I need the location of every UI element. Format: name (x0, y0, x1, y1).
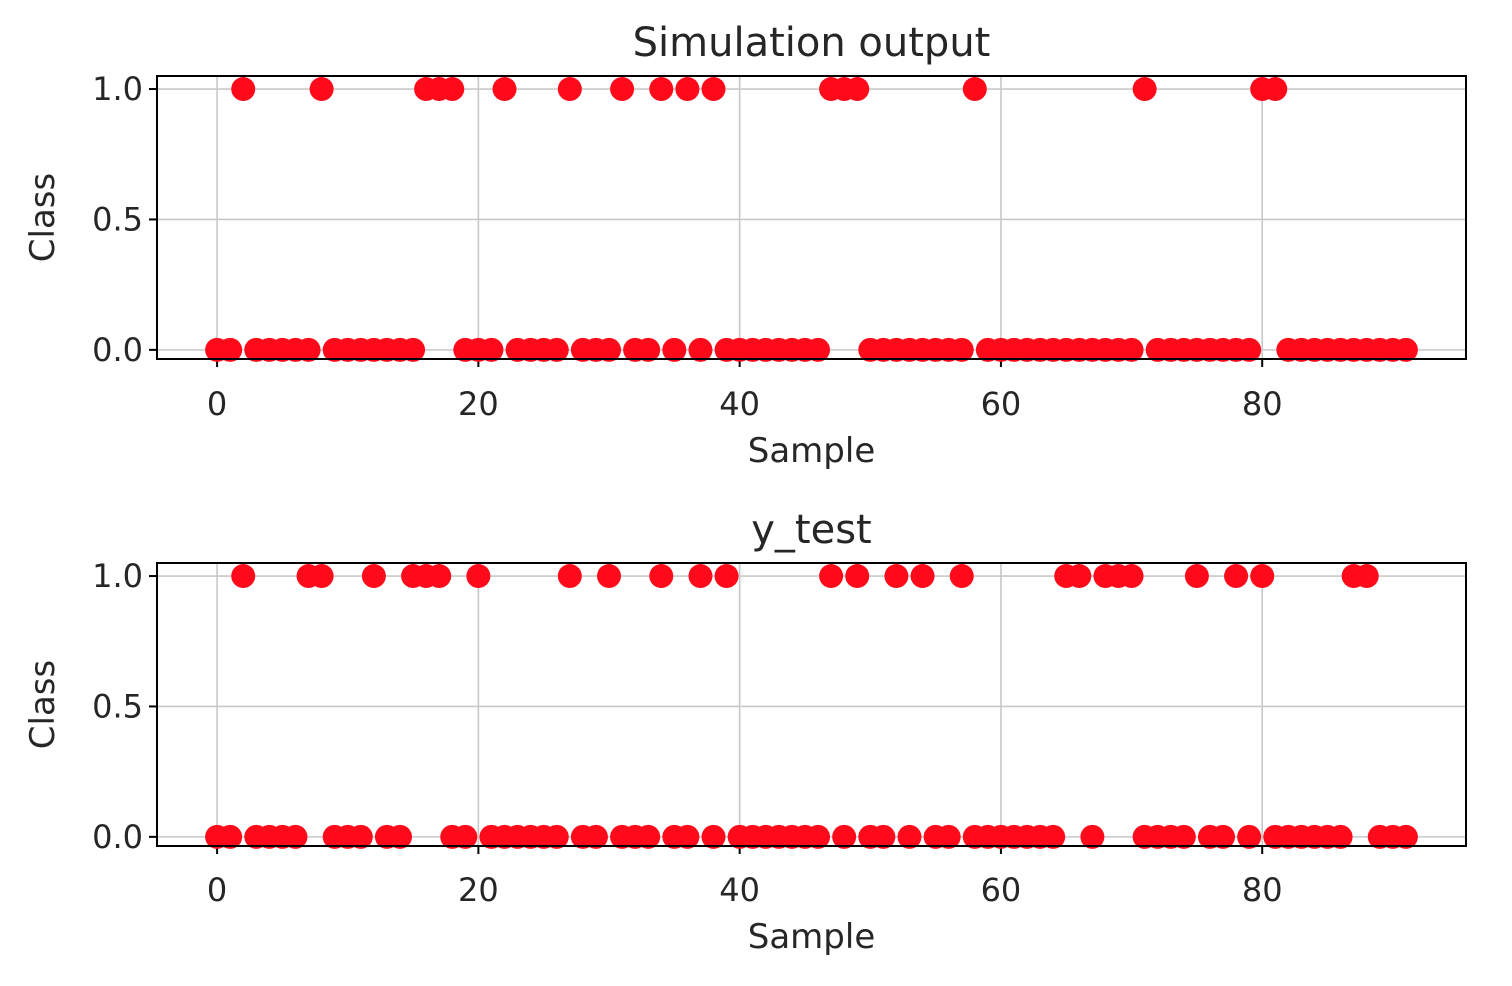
data-point (1224, 564, 1249, 589)
data-point (1211, 824, 1236, 849)
chart-title: y_test (751, 507, 872, 553)
data-point (1237, 337, 1262, 362)
data-point (701, 824, 726, 849)
data-point (701, 77, 726, 102)
y-tick-label: 1.0 (92, 557, 143, 595)
data-point (1237, 824, 1262, 849)
data-point (1119, 564, 1144, 589)
data-point (557, 564, 582, 589)
data-point (427, 564, 452, 589)
data-point (910, 564, 935, 589)
data-point (845, 564, 870, 589)
data-point (1119, 337, 1144, 362)
data-point (309, 77, 334, 102)
data-point (884, 564, 909, 589)
data-point (361, 564, 386, 589)
data-point (806, 337, 831, 362)
x-tick-label: 80 (1242, 871, 1283, 909)
data-point (636, 824, 661, 849)
y-tick-label: 0.0 (92, 818, 143, 856)
data-point (897, 824, 922, 849)
data-point (610, 77, 635, 102)
data-point (1354, 564, 1379, 589)
data-point (218, 337, 243, 362)
x-tick-label: 0 (207, 385, 227, 423)
data-point (1080, 824, 1105, 849)
data-point (675, 77, 700, 102)
data-point (387, 824, 412, 849)
data-point (1328, 824, 1353, 849)
data-point (662, 337, 687, 362)
data-point (1393, 337, 1418, 362)
data-point (1184, 564, 1209, 589)
x-axis-label: Sample (748, 431, 875, 471)
data-point (296, 337, 321, 362)
data-point (636, 337, 661, 362)
y-tick-label: 1.0 (92, 70, 143, 108)
y-tick-label: 0.5 (92, 200, 143, 238)
data-point (1263, 77, 1288, 102)
y-axis-label: Class (23, 173, 63, 262)
data-point (283, 824, 308, 849)
data-point (649, 564, 674, 589)
data-point (1067, 564, 1092, 589)
x-tick-label: 0 (207, 871, 227, 909)
data-point (1250, 564, 1275, 589)
data-point (466, 564, 491, 589)
data-point (597, 564, 622, 589)
data-point (936, 824, 961, 849)
y-tick-label: 0.0 (92, 331, 143, 369)
data-point (832, 824, 857, 849)
y-axis-label: Class (23, 660, 63, 749)
data-point (231, 77, 256, 102)
chart-title: Simulation output (633, 20, 991, 66)
data-point (597, 337, 622, 362)
data-point (401, 337, 426, 362)
data-point (688, 564, 713, 589)
y-tick-label: 0.5 (92, 687, 143, 725)
data-point (949, 337, 974, 362)
data-point (1393, 824, 1418, 849)
x-axis-label: Sample (748, 917, 875, 957)
data-point (583, 824, 608, 849)
x-tick-label: 20 (458, 871, 499, 909)
x-tick-label: 60 (981, 871, 1022, 909)
x-tick-label: 20 (458, 385, 499, 423)
x-tick-label: 40 (719, 385, 760, 423)
plot-frame (156, 75, 1467, 360)
x-tick-label: 60 (981, 385, 1022, 423)
data-point (714, 564, 739, 589)
data-point (949, 564, 974, 589)
subplot-y-test: 0 20 40 60 80 0.0 0.5 1.0 y_test Sample Class (23, 507, 1467, 957)
data-point (231, 564, 256, 589)
data-point (453, 824, 478, 849)
data-point (962, 77, 987, 102)
data-point (845, 77, 870, 102)
data-point (557, 77, 582, 102)
x-tick-label: 40 (719, 871, 760, 909)
subplot-simulation-output: 0 20 40 60 80 0.0 0.5 1.0 Simulation output Sampl… (23, 20, 1467, 471)
data-point (871, 824, 896, 849)
data-point (309, 564, 334, 589)
data-point (218, 824, 243, 849)
data-point (479, 337, 504, 362)
data-point (649, 77, 674, 102)
x-tick-label: 80 (1242, 385, 1283, 423)
data-point (492, 77, 517, 102)
data-point (440, 77, 465, 102)
plot-frame (156, 562, 1467, 847)
data-point (819, 564, 844, 589)
data-point (544, 824, 569, 849)
data-point (688, 337, 713, 362)
data-point (675, 824, 700, 849)
data-point (544, 337, 569, 362)
data-point (1041, 824, 1066, 849)
data-point (806, 824, 831, 849)
data-point (1132, 77, 1157, 102)
data-point (1171, 824, 1196, 849)
data-point (348, 824, 373, 849)
